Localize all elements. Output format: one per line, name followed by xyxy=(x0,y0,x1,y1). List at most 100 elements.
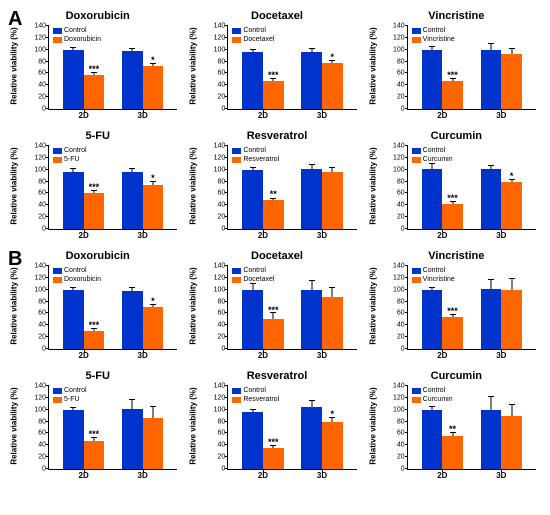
plot-area: 0204060801001201402D***3D*ControlDocetax… xyxy=(227,26,356,110)
treatment-bar xyxy=(263,200,284,229)
section: ADoxorubicinRelative viability (%)020406… xyxy=(8,8,542,244)
x-tick-label: 2D xyxy=(437,469,447,480)
control-bar xyxy=(422,290,443,349)
legend-item: Curcumin xyxy=(412,395,453,404)
y-tick-label: 120 xyxy=(34,274,49,281)
x-tick-label: 3D xyxy=(317,229,327,240)
legend-swatch xyxy=(412,37,421,43)
y-tick-label: 100 xyxy=(34,406,49,413)
treatment-bar xyxy=(263,448,284,469)
y-tick-label: 80 xyxy=(38,58,49,65)
y-tick-label: 0 xyxy=(401,346,408,353)
treatment-bar xyxy=(501,182,522,229)
x-tick-label: 2D xyxy=(79,109,89,120)
control-bar xyxy=(63,290,84,349)
significance-marker: *** xyxy=(89,431,100,437)
x-tick-label: 3D xyxy=(317,469,327,480)
y-tick-label: 80 xyxy=(38,418,49,425)
treatment-bar xyxy=(84,331,105,349)
legend-swatch xyxy=(412,277,421,283)
y-tick-label: 140 xyxy=(214,383,229,390)
legend-swatch xyxy=(232,148,241,154)
plot-area: 0204060801001201402D***3DControlVincrist… xyxy=(407,26,536,110)
treatment-bar xyxy=(143,66,164,109)
y-tick-label: 120 xyxy=(393,154,408,161)
y-tick-label: 40 xyxy=(218,442,229,449)
treatment-bar xyxy=(263,319,284,349)
bar-chart: VincristineRelative viability (%)0204060… xyxy=(371,248,542,364)
y-tick-label: 20 xyxy=(218,454,229,461)
legend-label: Docetaxel xyxy=(243,275,274,284)
y-tick-label: 40 xyxy=(218,82,229,89)
y-tick-label: 100 xyxy=(393,166,408,173)
plot-area: 0204060801001201402D***3DControlVincrist… xyxy=(407,266,536,350)
legend-swatch xyxy=(232,397,241,403)
legend-label: Vincristine xyxy=(423,275,455,284)
y-tick-label: 40 xyxy=(397,322,408,329)
y-tick-label: 140 xyxy=(214,263,229,270)
legend-swatch xyxy=(53,388,62,394)
treatment-bar xyxy=(322,63,343,109)
treatment-bar xyxy=(501,54,522,109)
chart-title: Doxorubicin xyxy=(12,8,183,22)
legend-item: Docetaxel xyxy=(232,275,274,284)
legend-label: Control xyxy=(423,266,446,275)
chart-title: 5-FU xyxy=(12,368,183,382)
legend-label: Curcumin xyxy=(423,155,453,164)
legend-label: Control xyxy=(423,26,446,35)
y-tick-label: 120 xyxy=(214,154,229,161)
plot-area: 0204060801001201402D***3D*Control5-FU xyxy=(48,146,177,230)
y-tick-label: 20 xyxy=(218,94,229,101)
treatment-bar xyxy=(322,297,343,349)
legend-label: Control xyxy=(423,146,446,155)
chart-title: Doxorubicin xyxy=(12,248,183,262)
y-tick-label: 140 xyxy=(393,383,408,390)
plot-area: 0204060801001201402D***3D*ControlDoxorub… xyxy=(48,26,177,110)
legend-swatch xyxy=(53,37,62,43)
legend-swatch xyxy=(412,148,421,154)
x-tick-label: 2D xyxy=(258,469,268,480)
y-tick-label: 40 xyxy=(218,322,229,329)
plot-area: 0204060801001201402D**3DControlCurcumin xyxy=(407,386,536,470)
y-tick-label: 140 xyxy=(34,143,49,150)
treatment-bar xyxy=(442,436,463,469)
section: BDoxorubicinRelative viability (%)020406… xyxy=(8,248,542,484)
plot-area: 0204060801001201402D***3D*ControlCurcumi… xyxy=(407,146,536,230)
legend-item: Vincristine xyxy=(412,35,455,44)
legend: ControlVincristine xyxy=(412,266,455,284)
y-tick-label: 20 xyxy=(218,334,229,341)
x-tick-label: 2D xyxy=(258,349,268,360)
significance-marker: ** xyxy=(270,191,277,197)
legend-label: Curcumin xyxy=(423,395,453,404)
legend-item: Control xyxy=(53,266,101,275)
control-bar xyxy=(242,170,263,229)
legend-swatch xyxy=(232,388,241,394)
y-tick-label: 60 xyxy=(218,430,229,437)
significance-marker: * xyxy=(331,54,335,60)
control-bar xyxy=(63,50,84,109)
y-tick-label: 60 xyxy=(397,430,408,437)
control-bar xyxy=(122,172,143,229)
legend-item: Resveratrol xyxy=(232,155,279,164)
legend-label: Control xyxy=(243,266,266,275)
legend-swatch xyxy=(232,157,241,163)
chart-grid: DoxorubicinRelative viability (%)0204060… xyxy=(12,8,542,244)
x-tick-label: 3D xyxy=(138,229,148,240)
y-tick-label: 80 xyxy=(218,58,229,65)
legend: ControlDocetaxel xyxy=(232,26,274,44)
control-bar xyxy=(481,289,502,349)
y-tick-label: 100 xyxy=(34,46,49,53)
legend-label: Docetaxel xyxy=(243,35,274,44)
y-tick-label: 20 xyxy=(38,334,49,341)
y-tick-label: 80 xyxy=(38,178,49,185)
legend-label: Control xyxy=(243,386,266,395)
y-tick-label: 140 xyxy=(34,23,49,30)
y-tick-label: 120 xyxy=(393,34,408,41)
y-tick-label: 80 xyxy=(38,298,49,305)
legend-label: 5-FU xyxy=(64,155,80,164)
y-tick-label: 0 xyxy=(401,466,408,473)
significance-marker: ** xyxy=(449,426,456,432)
treatment-bar xyxy=(322,422,343,469)
legend: ControlDoxorubicin xyxy=(53,266,101,284)
control-bar xyxy=(63,172,84,230)
